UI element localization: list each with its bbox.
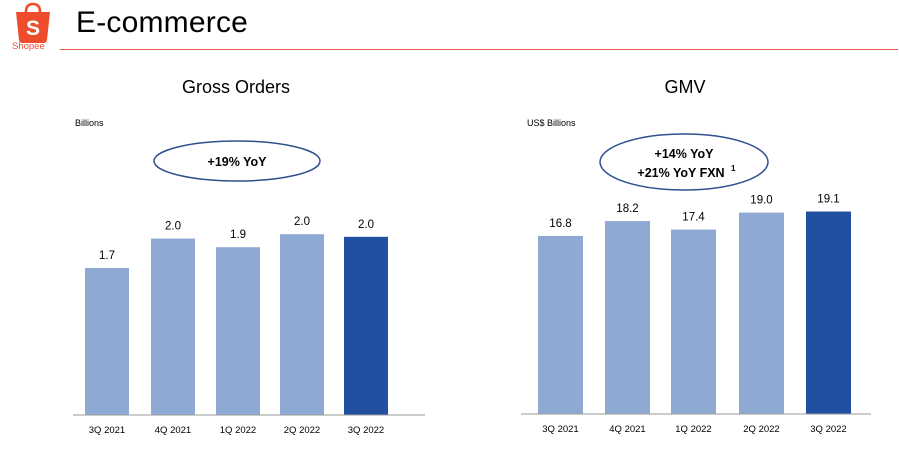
gmv-callout-ellipse bbox=[599, 133, 769, 191]
gmv-tick-label: 1Q 2022 bbox=[675, 424, 711, 435]
brand-name: Shopee bbox=[12, 41, 45, 52]
gross-orders-bar bbox=[216, 247, 260, 415]
gross-orders-value-label: 2.0 bbox=[294, 216, 310, 228]
gmv-bar bbox=[739, 212, 784, 414]
gmv-value-label: 19.0 bbox=[750, 195, 772, 207]
gross-orders-bar bbox=[280, 234, 324, 415]
gmv-value-label: 19.1 bbox=[817, 194, 839, 206]
gmv-tick-label: 4Q 2021 bbox=[609, 424, 645, 435]
gmv-bar bbox=[806, 211, 851, 414]
page-title: E-commerce bbox=[76, 6, 249, 39]
gross-orders-title: Gross Orders bbox=[182, 77, 290, 97]
gmv-bar bbox=[671, 229, 716, 414]
gross-orders-tick-label: 4Q 2021 bbox=[155, 425, 191, 436]
gross-orders-tick-label: 3Q 2022 bbox=[348, 425, 384, 436]
gross-orders-value-label: 1.7 bbox=[99, 250, 115, 262]
gross-orders-tick-label: 1Q 2022 bbox=[220, 425, 256, 436]
gross-orders-tick-label: 3Q 2021 bbox=[89, 425, 125, 436]
gross-orders-value-label: 2.0 bbox=[165, 221, 181, 233]
gmv-bar bbox=[605, 221, 650, 414]
gross-orders-bar bbox=[85, 267, 129, 415]
gross-orders-bar bbox=[344, 236, 388, 415]
gross-orders-unit-label: Billions bbox=[75, 118, 104, 128]
gmv-chart: GMV US$ Billions +14% YoY +21% YoY FXN 1 16.8… bbox=[521, 77, 871, 435]
gross-orders-bar bbox=[151, 238, 195, 415]
gross-orders-callout-line1: +19% YoY bbox=[208, 155, 268, 169]
shopee-bag-icon: S bbox=[16, 2, 50, 43]
gmv-bar bbox=[538, 235, 583, 414]
gmv-value-label: 16.8 bbox=[549, 218, 571, 230]
gross-orders-value-label: 2.0 bbox=[358, 219, 374, 231]
gmv-tick-label: 3Q 2021 bbox=[542, 424, 578, 435]
gmv-callout-footnote: 1 bbox=[731, 164, 736, 173]
logo-glyph: S bbox=[26, 17, 40, 40]
gross-orders-tick-label: 2Q 2022 bbox=[284, 425, 320, 436]
gmv-title: GMV bbox=[664, 77, 705, 97]
header-divider bbox=[60, 49, 898, 50]
gmv-value-label: 17.4 bbox=[682, 212, 705, 224]
gmv-callout-line2: +21% YoY FXN bbox=[637, 166, 724, 180]
gross-orders-callout-ellipse bbox=[153, 140, 321, 182]
gmv-value-label: 18.2 bbox=[616, 203, 638, 215]
gross-orders-chart: Gross Orders Billions +19% YoY 1.7 3Q 2021 2.… bbox=[73, 77, 425, 436]
gmv-tick-label: 2Q 2022 bbox=[743, 424, 779, 435]
gmv-callout-line1: +14% YoY bbox=[655, 147, 715, 161]
gmv-tick-label: 3Q 2022 bbox=[810, 424, 846, 435]
gross-orders-value-label: 1.9 bbox=[230, 229, 246, 241]
gmv-unit-label: US$ Billions bbox=[527, 118, 576, 128]
